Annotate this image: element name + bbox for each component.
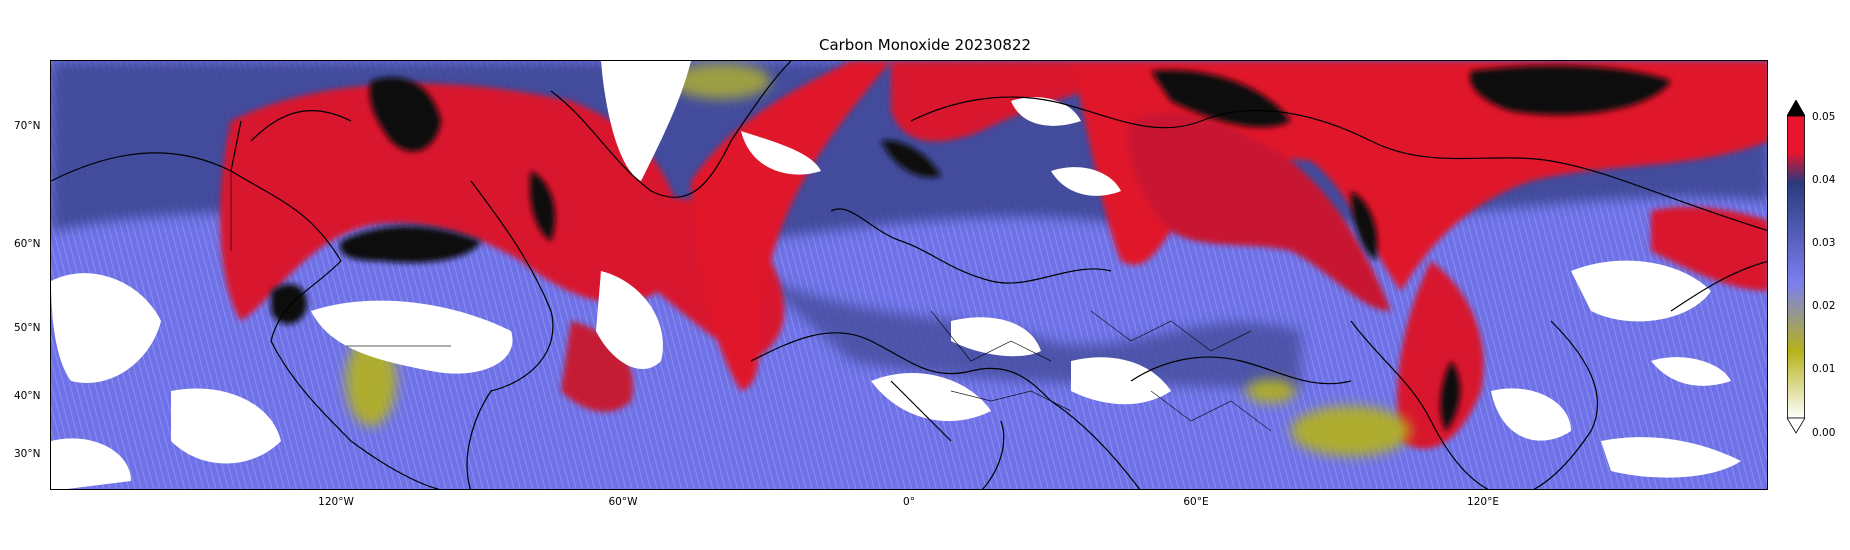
lon-tick-label: 0°: [903, 496, 915, 508]
lon-tick-label: 120°W: [318, 496, 354, 508]
colorbar-tick-label: 0.00: [1812, 427, 1836, 439]
colorbar-extend-min: [1787, 417, 1805, 434]
co-max-regions: [271, 65, 1671, 431]
colorbar-extend-max: [1787, 100, 1805, 117]
lat-tick-label: 70°N: [14, 120, 41, 132]
colorbar: [1787, 100, 1805, 434]
co-missing-data: [51, 61, 1741, 489]
co-map: [50, 60, 1768, 490]
lat-tick-label: 40°N: [14, 390, 41, 402]
lon-tick-label: 60°W: [608, 496, 638, 508]
coastlines: [51, 61, 1767, 489]
lat-tick-label: 50°N: [14, 322, 41, 334]
lat-tick-label: 30°N: [14, 448, 41, 460]
map-title: Carbon Monoxide 20230822: [818, 36, 1032, 54]
country-borders: [230, 171, 1272, 432]
colorbar-tick-label: 0.04: [1812, 174, 1836, 186]
colorbar-tick-label: 0.03: [1812, 237, 1836, 249]
colorbar-gradient: [1787, 115, 1805, 419]
lon-tick-label: 60°E: [1183, 496, 1209, 508]
colorbar-tick-label: 0.01: [1812, 363, 1836, 375]
colorbar-tick-label: 0.02: [1812, 300, 1836, 312]
co-high-plumes: [220, 61, 1767, 449]
lon-tick-label: 120°E: [1467, 496, 1499, 508]
colorbar-tick-label: 0.05: [1812, 111, 1836, 123]
lat-tick-label: 60°N: [14, 238, 41, 250]
